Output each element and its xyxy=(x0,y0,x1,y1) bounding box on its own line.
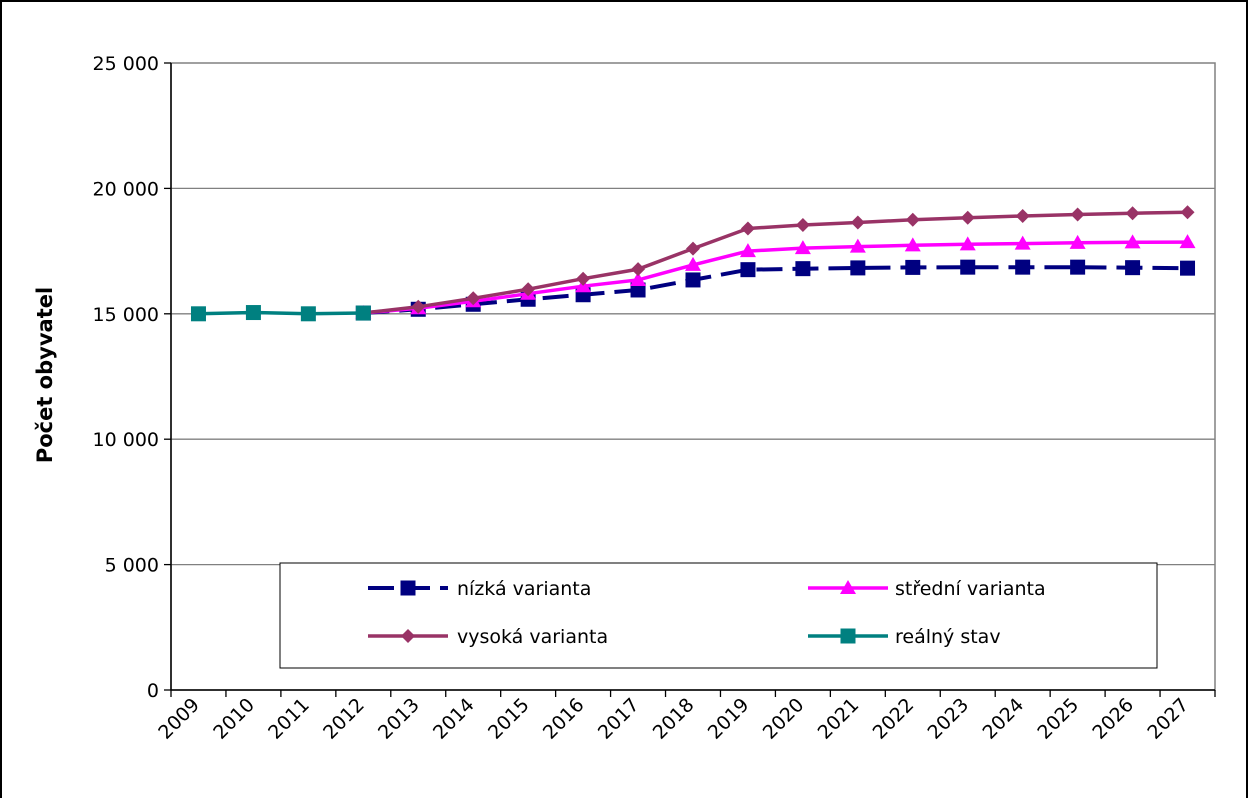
data-point xyxy=(466,291,481,306)
data-point xyxy=(850,260,866,276)
data-point xyxy=(355,305,371,321)
series-group xyxy=(190,305,371,322)
data-point xyxy=(685,256,701,271)
y-tick-label: 20 000 xyxy=(93,178,159,200)
data-point xyxy=(904,237,921,252)
data-point xyxy=(850,215,865,230)
data-point xyxy=(1014,235,1031,250)
legend-label: vysoká varianta xyxy=(457,626,608,648)
data-point xyxy=(1180,205,1195,220)
data-point xyxy=(960,259,976,275)
data-point xyxy=(190,306,206,322)
data-point xyxy=(1180,260,1196,276)
legend-swatch-marker xyxy=(400,580,416,596)
legend-label: reálný stav xyxy=(895,626,1001,648)
data-point xyxy=(245,305,261,321)
data-point xyxy=(740,221,755,236)
data-point xyxy=(1124,234,1141,249)
data-point xyxy=(630,271,647,286)
series-line xyxy=(363,240,1188,315)
data-point xyxy=(1125,260,1141,276)
data-point xyxy=(1070,207,1085,222)
data-point xyxy=(1125,206,1140,221)
legend-swatch-marker xyxy=(401,629,415,643)
data-point xyxy=(960,210,975,225)
data-point xyxy=(300,306,316,322)
data-point xyxy=(576,271,591,286)
data-point xyxy=(795,261,811,277)
legend-box xyxy=(279,562,1158,669)
data-point xyxy=(685,272,701,288)
legend-entry: vysoká varianta xyxy=(368,626,608,648)
data-point xyxy=(794,240,811,255)
data-point xyxy=(739,243,756,258)
data-point xyxy=(411,299,426,314)
data-point xyxy=(686,241,700,256)
legend: nízká varianta střední varianta vysoká var… xyxy=(279,562,1158,669)
data-point xyxy=(1015,208,1030,223)
data-point xyxy=(1015,259,1031,275)
legend-swatch-marker xyxy=(840,628,856,644)
series-line xyxy=(198,310,364,316)
data-point xyxy=(849,238,866,253)
data-point xyxy=(905,212,920,227)
data-point xyxy=(905,259,921,275)
legend-entry: nízká varianta xyxy=(368,578,591,600)
legend-label: nízká varianta xyxy=(457,578,591,600)
data-point xyxy=(521,282,536,297)
y-tick-label: 15 000 xyxy=(93,304,159,326)
data-point xyxy=(1070,259,1086,275)
legend-entry: reálný stav xyxy=(808,626,1001,648)
y-tick-label: 5 000 xyxy=(105,555,159,577)
y-tick-label: 0 xyxy=(147,680,159,702)
y-tick-label: 25 000 xyxy=(93,53,159,75)
data-point xyxy=(795,218,810,233)
legend-swatch-marker xyxy=(840,580,856,594)
data-point xyxy=(631,262,646,277)
series-group xyxy=(355,234,1196,320)
y-tick-label: 10 000 xyxy=(93,429,159,451)
data-point xyxy=(1179,234,1196,249)
series xyxy=(190,205,1196,322)
data-point xyxy=(959,236,976,251)
legend-entry: střední varianta xyxy=(808,578,1046,600)
legend-label: střední varianta xyxy=(895,578,1046,600)
data-point xyxy=(1069,234,1086,249)
y-axis-label: Počet obyvatel xyxy=(33,287,57,463)
data-point xyxy=(740,262,756,278)
series-line xyxy=(363,265,1188,315)
series-line xyxy=(363,210,1188,315)
